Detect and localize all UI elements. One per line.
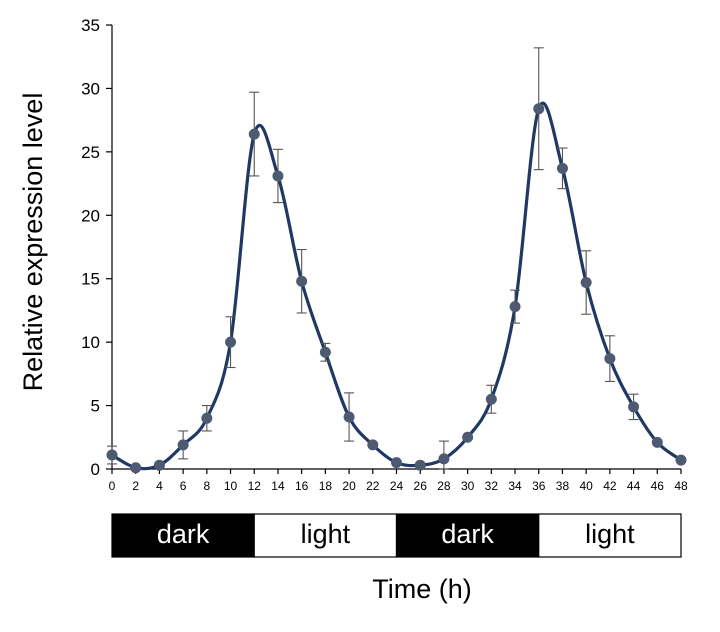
y-axis-label: Relative expression level: [18, 93, 48, 392]
y-tick-label: 25: [81, 143, 100, 162]
x-tick-label: 6: [180, 479, 187, 493]
photoperiod-segment-dark: [395, 513, 540, 558]
data-point: [533, 103, 545, 115]
data-point: [367, 439, 379, 451]
data-point: [391, 457, 402, 469]
x-tick-label: 22: [366, 479, 380, 493]
y-tick-label: 35: [81, 16, 100, 35]
photoperiod-label: light: [585, 519, 635, 549]
series-line: [111, 101, 682, 471]
data-point: [462, 431, 474, 443]
data-point: [106, 449, 118, 461]
data-point: [604, 353, 616, 365]
photoperiod-segment-light: [253, 513, 398, 558]
data-point: [130, 462, 142, 474]
photoperiod-label: light: [301, 519, 351, 549]
data-point: [296, 275, 308, 287]
data-point: [580, 277, 592, 289]
data-point: [177, 439, 189, 451]
data-point: [248, 128, 260, 140]
data-point: [438, 453, 450, 465]
x-tick-label: 14: [271, 479, 285, 493]
data-point: [556, 162, 568, 174]
x-tick-label: 12: [248, 479, 262, 493]
x-tick-label: 32: [485, 479, 499, 493]
photoperiod-segment-light: [538, 513, 682, 558]
x-tick-label: 30: [461, 479, 475, 493]
y-tick-label: 10: [81, 333, 100, 352]
data-point: [153, 459, 165, 471]
x-tick-label: 2: [132, 479, 139, 493]
photoperiod-label: dark: [441, 519, 494, 549]
data-point: [272, 170, 284, 182]
data-point: [225, 336, 237, 348]
x-tick-label: 34: [508, 479, 522, 493]
data-point: [343, 411, 355, 423]
data-point: [201, 412, 213, 424]
x-tick-label: 0: [109, 479, 116, 493]
data-point: [485, 393, 497, 405]
y-tick-label: 0: [91, 460, 100, 479]
x-tick-label: 16: [295, 479, 309, 493]
x-tick-label: 40: [579, 479, 593, 493]
x-tick-label: 20: [342, 479, 356, 493]
data-point: [675, 454, 687, 466]
x-tick-label: 24: [390, 479, 404, 493]
x-tick-label: 28: [437, 479, 451, 493]
x-tick-label: 42: [603, 479, 617, 493]
x-tick-label: 44: [627, 479, 641, 493]
y-tick-label: 15: [81, 270, 100, 289]
data-point: [651, 436, 663, 448]
x-tick-label: 8: [203, 479, 210, 493]
y-tick-label: 20: [81, 206, 100, 225]
x-tick-label: 26: [414, 479, 428, 493]
x-tick-label: 48: [674, 479, 688, 493]
y-tick-label: 5: [91, 397, 100, 416]
x-axis-label: Time (h): [372, 574, 472, 604]
x-tick-label: 38: [556, 479, 570, 493]
data-point: [628, 401, 640, 413]
x-tick-label: 4: [156, 479, 163, 493]
data-point: [319, 346, 331, 358]
y-tick-label: 30: [81, 79, 100, 98]
data-point: [509, 301, 521, 313]
data-point: [414, 459, 426, 471]
x-tick-label: 10: [224, 479, 238, 493]
photoperiod-segment-dark: [111, 513, 255, 558]
x-tick-label: 18: [319, 479, 333, 493]
x-tick-label: 46: [651, 479, 665, 493]
photoperiod-label: dark: [157, 519, 210, 549]
x-tick-label: 36: [532, 479, 546, 493]
